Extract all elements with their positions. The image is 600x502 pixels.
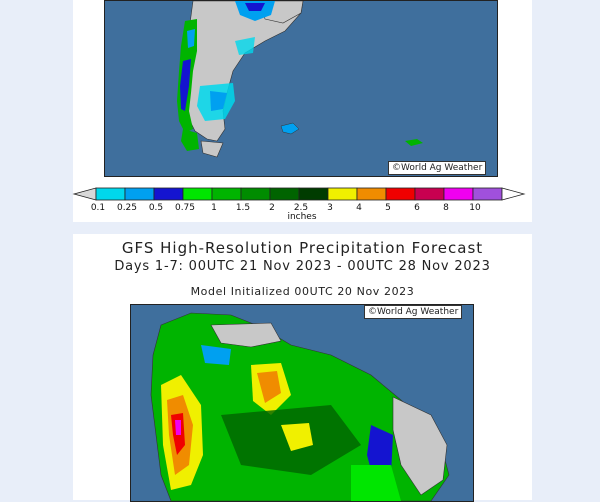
legend-tick-label: 0.5 [149, 203, 163, 213]
legend-arrow-low [72, 187, 97, 201]
patagonia-precip-2 [210, 91, 227, 111]
legend-swatch [124, 187, 155, 201]
legend-tick-label: 1 [211, 203, 217, 213]
legend-tick-label: 10 [469, 203, 481, 213]
panel-separator [73, 222, 532, 234]
legend-tick-label: 2.5 [294, 203, 308, 213]
legend-tick-label: 4 [356, 203, 362, 213]
legend-swatch [414, 187, 445, 201]
legend-swatch [153, 187, 184, 201]
legend-swatch [95, 187, 126, 201]
legend-tick-label: 0.75 [175, 203, 195, 213]
top-precip-map [104, 0, 498, 177]
north-blue [201, 345, 231, 365]
central-yellow [281, 423, 313, 451]
chile-precip-light [187, 29, 195, 48]
legend-tick-label: 0.25 [117, 203, 137, 213]
amazon-orange [257, 371, 281, 403]
tierra-del-fuego [200, 140, 224, 158]
legend-tick-label: 6 [414, 203, 420, 213]
legend-swatch [472, 187, 503, 201]
southeast-green [351, 465, 401, 501]
model-initialized: Model Initialized 00UTC 20 Nov 2023 [190, 285, 415, 298]
legend-swatch [211, 187, 242, 201]
top-map-graphic [177, 1, 423, 158]
mid-precip [235, 37, 255, 55]
top-copyright: ©World Ag Weather [388, 161, 487, 175]
south-chile-precip [181, 129, 199, 151]
legend-swatch [182, 187, 213, 201]
chile-precip-heavy [180, 59, 191, 111]
legend-tick-label: 1.5 [236, 203, 250, 213]
legend-tick-label: 0.1 [91, 203, 105, 213]
legend-swatch [298, 187, 329, 201]
falklands [280, 122, 300, 135]
legend-swatch [443, 187, 474, 201]
legend-swatch [269, 187, 300, 201]
legend-swatch [327, 187, 358, 201]
bottom-precip-map [130, 304, 474, 502]
north-precip-2 [245, 3, 265, 11]
legend-swatch [385, 187, 416, 201]
andes-magenta [175, 420, 181, 435]
legend-tick-label: 5 [385, 203, 391, 213]
caribbean-dry [210, 322, 282, 348]
legend-arrow-high [501, 187, 526, 201]
forecast-period: Days 1-7: 00UTC 21 Nov 2023 - 00UTC 28 N… [114, 259, 491, 274]
south-georgia [405, 139, 423, 146]
precip-legend: 0.1 0.25 0.5 0.75 1 1.5 2 2.5 3 4 5 6 8 10 inches [72, 187, 526, 222]
legend-swatch [356, 187, 387, 201]
legend-tick-label: 8 [443, 203, 449, 213]
legend-tick-label: 2 [269, 203, 275, 213]
bottom-copyright: ©World Ag Weather [364, 305, 463, 319]
northeast-brazil-dry [392, 396, 448, 496]
bottom-map-graphic [150, 312, 450, 501]
legend-swatch [240, 187, 271, 201]
legend-units: inches [287, 212, 316, 222]
legend-tick-label: 3 [327, 203, 333, 213]
forecast-title: GFS High-Resolution Precipitation Foreca… [121, 239, 484, 257]
